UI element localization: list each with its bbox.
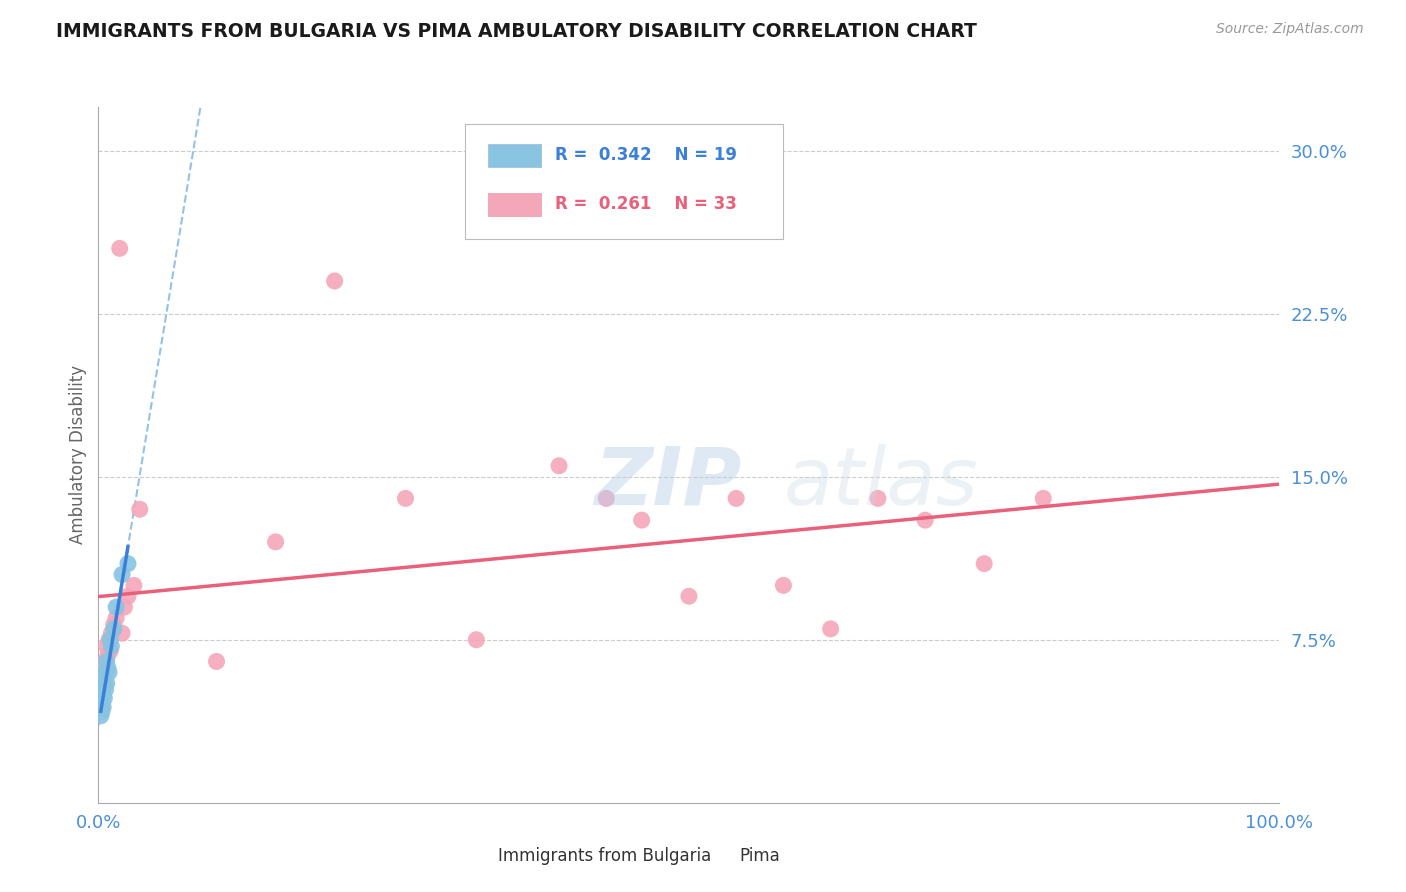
Point (98, 632, 121, 647)
Point (103, 622, 125, 636)
Point (96, 639, 118, 653)
Y-axis label: Ambulatory Disability: Ambulatory Disability (69, 366, 87, 544)
Point (973, 557, 995, 571)
Point (465, 632, 488, 647)
Point (90, 708, 112, 723)
Point (630, 513, 652, 527)
FancyBboxPatch shape (488, 193, 541, 216)
Point (97, 661, 120, 675)
Point (725, 491, 748, 506)
Point (111, 626, 134, 640)
Point (866, 491, 889, 506)
Point (98, 632, 121, 647)
Point (111, 567, 134, 582)
Point (323, 274, 346, 288)
Point (914, 513, 936, 527)
Point (94, 682, 117, 697)
Point (91, 696, 114, 710)
Point (122, 578, 145, 592)
Text: ZIP: ZIP (595, 443, 742, 522)
Point (105, 600, 128, 615)
Point (264, 535, 287, 549)
Point (394, 491, 416, 506)
Point (98, 665, 121, 680)
Point (820, 622, 842, 636)
Point (100, 626, 122, 640)
Text: R =  0.342    N = 19: R = 0.342 N = 19 (555, 146, 738, 164)
Text: Source: ZipAtlas.com: Source: ZipAtlas.com (1216, 22, 1364, 37)
Point (94, 665, 117, 680)
FancyBboxPatch shape (707, 849, 733, 863)
Point (678, 589, 700, 603)
Point (96, 676, 118, 690)
Point (93, 691, 115, 706)
Text: atlas: atlas (783, 443, 979, 522)
Point (91, 687, 114, 701)
Point (98, 643, 121, 657)
Point (91, 665, 114, 680)
Point (91, 661, 114, 675)
Point (105, 611, 128, 625)
Point (93, 676, 115, 690)
Text: Pima: Pima (740, 847, 780, 864)
Point (112, 600, 135, 615)
Point (595, 491, 617, 506)
Point (100, 639, 122, 653)
FancyBboxPatch shape (488, 144, 541, 167)
FancyBboxPatch shape (464, 849, 491, 863)
Text: Immigrants from Bulgaria: Immigrants from Bulgaria (498, 847, 711, 864)
Point (91, 700, 114, 714)
Point (108, 241, 131, 255)
Point (96, 655, 118, 669)
Text: R =  0.261    N = 33: R = 0.261 N = 33 (555, 194, 737, 213)
Point (205, 655, 228, 669)
Point (93, 670, 115, 684)
Point (117, 557, 139, 571)
Point (117, 589, 139, 603)
Point (94, 655, 117, 669)
Point (91, 705, 114, 719)
Point (103, 617, 125, 632)
Point (772, 578, 794, 592)
Point (1032, 491, 1054, 506)
FancyBboxPatch shape (464, 124, 783, 239)
Point (128, 502, 150, 516)
Text: IMMIGRANTS FROM BULGARIA VS PIMA AMBULATORY DISABILITY CORRELATION CHART: IMMIGRANTS FROM BULGARIA VS PIMA AMBULAT… (56, 22, 977, 41)
Point (97, 648, 120, 662)
Point (548, 458, 571, 473)
